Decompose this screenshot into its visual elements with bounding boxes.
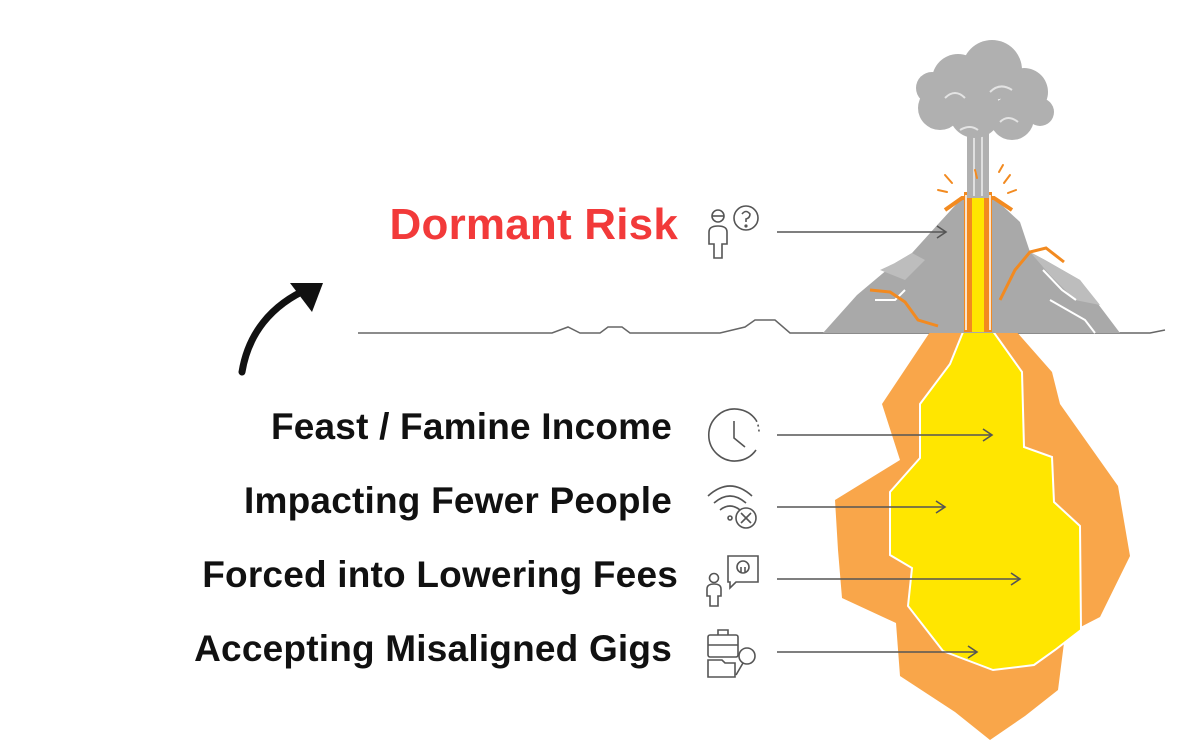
mountain-facet	[1030, 252, 1100, 305]
clock-icon	[708, 408, 760, 462]
cloud-texture	[944, 85, 1019, 131]
pointer-arrows	[777, 225, 1022, 659]
magma-chamber-inner	[889, 326, 1083, 672]
mountain-ridge	[1049, 299, 1096, 334]
item-forced-lowering-fees: Forced into Lowering Fees	[202, 554, 678, 595]
item-feast-famine-income: Feast / Famine Income	[270, 406, 672, 447]
eruption-sparks	[937, 164, 1017, 194]
lava-flow	[869, 288, 939, 328]
dormant-risk-heading: Dormant Risk	[389, 200, 678, 249]
curved-arrow-icon	[238, 284, 314, 376]
mountain-facet	[880, 253, 925, 280]
person-question-icon	[708, 205, 759, 259]
item-impacting-fewer-people: Impacting Fewer People	[244, 480, 672, 521]
mountain-ridge	[875, 289, 906, 301]
magma-vent-core	[972, 192, 984, 332]
ground-line	[358, 319, 1166, 334]
mountain-ridge	[1042, 269, 1077, 301]
smoke-column	[967, 118, 989, 198]
person-speech-icon	[706, 555, 759, 607]
item-misaligned-gigs: Accepting Misaligned Gigs	[194, 628, 672, 669]
curved-arrow-head	[290, 283, 323, 312]
smoke-cloud	[916, 40, 1054, 140]
lava-flow	[998, 246, 1065, 301]
briefcase-search-icon	[707, 629, 756, 678]
wifi-off-icon	[707, 485, 757, 529]
